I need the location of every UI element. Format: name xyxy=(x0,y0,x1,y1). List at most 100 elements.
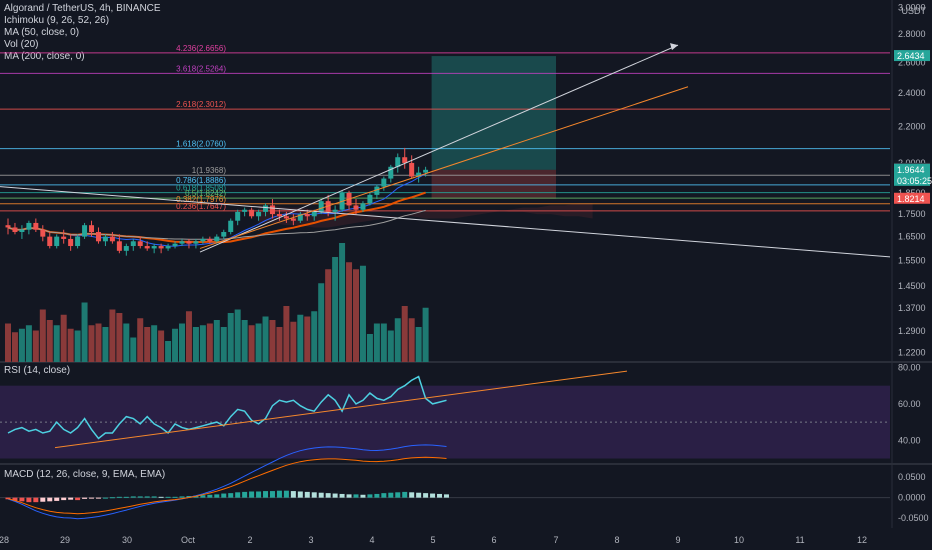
price-tick-label: 1.5500 xyxy=(898,256,926,266)
rsi-line xyxy=(7,375,447,440)
volume-bar xyxy=(130,337,137,362)
candle-body xyxy=(75,236,81,247)
candle-body xyxy=(304,214,310,217)
price-label: 1.8214 xyxy=(897,194,925,204)
price-label-bg xyxy=(894,192,930,204)
volume-bar xyxy=(213,320,220,362)
volume-bar xyxy=(297,314,304,362)
volume-bar xyxy=(325,269,332,362)
indicator-ma50[interactable]: MA (50, close, 0) xyxy=(4,27,80,38)
macd-histogram-bar xyxy=(269,491,275,498)
volume-bar xyxy=(116,313,123,362)
macd-histogram-bar xyxy=(151,496,157,498)
macd-histogram-bar xyxy=(5,497,11,500)
fib-level-label: 4.236(2.6656) xyxy=(176,44,226,53)
candle-body xyxy=(263,205,269,212)
candle-body xyxy=(109,236,115,242)
volume-bar xyxy=(179,323,185,362)
price-tick-label: 2.8000 xyxy=(898,29,926,39)
candle-body xyxy=(242,209,248,212)
candle-body xyxy=(283,216,289,219)
axes: 3.00002.80002.60002.40002.20002.00001.85… xyxy=(0,3,932,545)
macd-histogram-bar xyxy=(89,497,95,499)
indicator-vol[interactable]: Vol (20) xyxy=(4,39,39,50)
macd-histogram-bar xyxy=(249,491,255,498)
volume-bar xyxy=(67,328,74,362)
candle-body xyxy=(269,205,275,215)
candle-body xyxy=(423,169,429,173)
macd-histogram-bar xyxy=(95,497,101,499)
macd-histogram-bar xyxy=(402,491,408,498)
volume-bar xyxy=(172,328,179,362)
macd-legend: MACD (12, 26, close, 9, EMA, EMA) xyxy=(4,469,165,481)
macd-histogram-bar xyxy=(409,492,415,498)
price-tick-label: 2.4000 xyxy=(898,88,926,98)
macd-tick-label: 0.0000 xyxy=(898,493,926,503)
macd-histogram-bar xyxy=(75,497,81,501)
fib-level-label: 1(1.9368) xyxy=(192,166,227,175)
candle-body xyxy=(297,214,303,221)
volume-bar xyxy=(332,257,339,362)
macd-histogram-bar xyxy=(437,493,443,498)
volume-bar xyxy=(220,327,227,362)
time-tick-label: 2 xyxy=(247,535,252,545)
macd-histogram-bar xyxy=(395,492,401,498)
price-tick-label: 1.2900 xyxy=(898,326,926,336)
macd-histogram-bar xyxy=(374,493,380,498)
macd-histogram-bar xyxy=(256,491,262,498)
macd-histogram-bar xyxy=(346,494,352,498)
candle-body xyxy=(200,238,206,242)
price-pane: 4.236(2.6656) 3.618(2.5264) 2.618(2.3012) 1… xyxy=(0,43,891,258)
rsi-tick-label: 80.00 xyxy=(898,362,921,372)
price-label: 2.6434 xyxy=(897,51,925,61)
volume-pane xyxy=(5,243,429,362)
volume-bar xyxy=(353,269,359,362)
trendline-projection xyxy=(199,44,679,253)
volume-bar xyxy=(60,314,67,362)
macd-signal-line xyxy=(7,456,447,515)
volume-bar xyxy=(5,323,11,362)
candle-body xyxy=(367,194,373,204)
indicator-ma200[interactable]: MA (200, close, 0) xyxy=(4,51,85,62)
price-tick-label: 2.2000 xyxy=(898,121,926,131)
position-stop-zone xyxy=(431,169,556,199)
volume-bar xyxy=(109,309,116,362)
volume-bar xyxy=(387,330,394,362)
time-tick-label: 9 xyxy=(675,535,680,545)
time-tick-label: 3 xyxy=(308,535,313,545)
price-label-bg xyxy=(894,50,930,62)
macd-histogram-bar xyxy=(47,497,53,502)
macd-histogram-bar xyxy=(423,493,429,498)
candle-body xyxy=(26,222,32,230)
macd-title[interactable]: MACD (12, 26, close, 9, EMA, EMA) xyxy=(4,469,166,480)
volume-bar xyxy=(123,323,130,362)
price-tick-label: 1.6500 xyxy=(898,232,926,242)
rsi-title[interactable]: RSI (14, close) xyxy=(4,365,71,376)
volume-bar xyxy=(165,341,172,362)
candle-body xyxy=(256,211,262,217)
candle-body xyxy=(186,241,192,244)
volume-bar xyxy=(234,309,241,362)
price-tick-label: 1.3700 xyxy=(898,303,926,313)
time-tick-label: 30 xyxy=(122,535,132,545)
macd-tick-label: -0.0500 xyxy=(898,513,929,523)
ichimoku-cloud xyxy=(258,203,593,228)
symbol-title[interactable]: Algorand / TetherUS, 4h, BINANCE xyxy=(4,3,161,14)
candle-body xyxy=(102,236,108,242)
macd-histogram-bar xyxy=(276,490,282,498)
macd-histogram-bar xyxy=(54,497,60,501)
time-tick-label: 28 xyxy=(0,535,9,545)
currency-label: USDT xyxy=(901,6,927,16)
volume-bar xyxy=(102,327,109,362)
candle-body xyxy=(172,243,178,247)
price-tick-label: 1.7500 xyxy=(898,209,926,219)
fib-level-label: 0.5(1.8242) xyxy=(185,189,226,198)
macd-histogram-bar xyxy=(367,494,373,498)
candle-body xyxy=(228,220,234,233)
candle-body xyxy=(290,218,296,221)
time-tick-label: 4 xyxy=(369,535,374,545)
macd-histogram-bar xyxy=(339,493,345,498)
macd-tick-label: 0.0500 xyxy=(898,472,926,482)
indicator-ichimoku[interactable]: Ichimoku (9, 26, 52, 26) xyxy=(4,15,110,26)
